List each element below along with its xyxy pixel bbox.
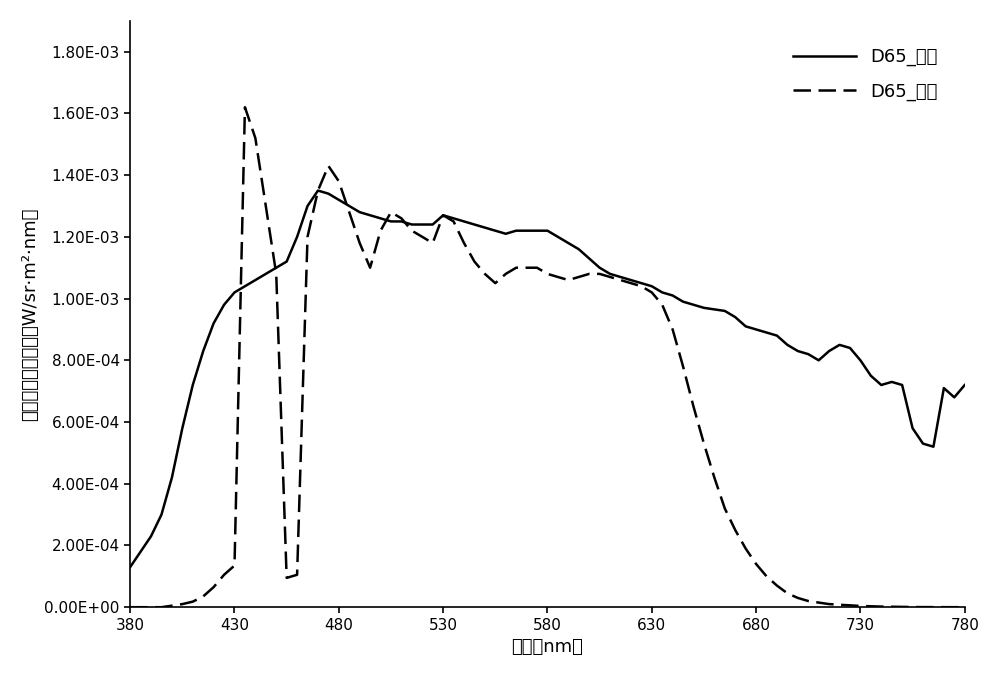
D65_目标 [656,288,668,297]
Y-axis label: 光谱辐射亮度分布（W/sr·m²·nm）: 光谱辐射亮度分布（W/sr·m²·nm） [21,207,39,420]
D65_匹配 [594,270,606,278]
D65_匹配 [854,602,866,610]
D65_目标 [594,263,606,271]
D65_匹配 [239,103,251,111]
D65_目标 [312,186,324,194]
D65_目标 [124,563,136,571]
D65_匹配 [813,598,825,607]
D65_目标 [750,326,762,334]
Line: D65_目标: D65_目标 [130,190,965,567]
D65_目标 [886,378,898,386]
D65_匹配 [656,301,668,309]
D65_匹配 [959,603,971,611]
D65_目标 [813,356,825,364]
D65_匹配 [886,603,898,611]
D65_目标 [959,381,971,389]
D65_匹配 [124,603,136,611]
Line: D65_匹配: D65_匹配 [130,107,965,607]
X-axis label: 波长（nm）: 波长（nm） [512,638,583,656]
Legend: D65_目标, D65_匹配: D65_目标, D65_匹配 [775,30,956,118]
D65_匹配 [750,560,762,568]
D65_目标 [854,356,866,364]
